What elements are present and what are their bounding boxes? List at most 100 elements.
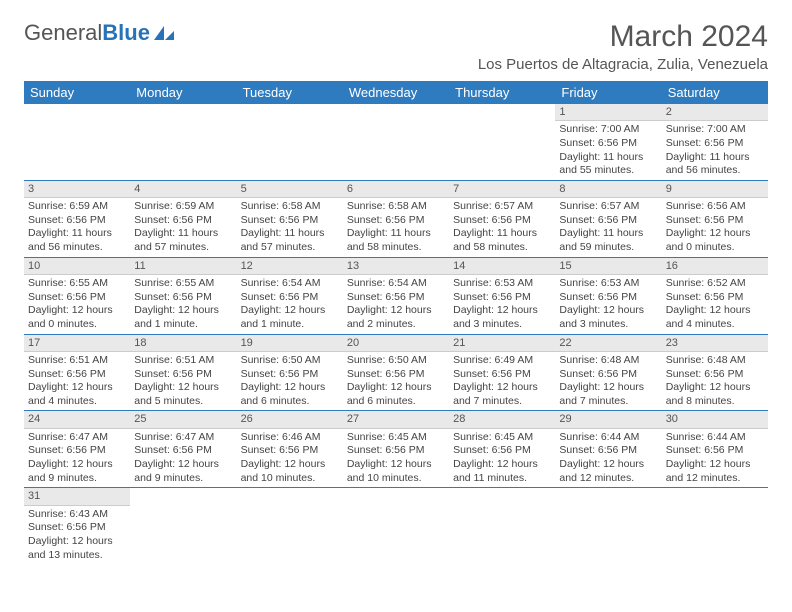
day-cell: 2Sunrise: 7:00 AMSunset: 6:56 PMDaylight… bbox=[662, 104, 768, 180]
day-body: Sunrise: 6:54 AMSunset: 6:56 PMDaylight:… bbox=[343, 275, 449, 334]
day-cell: 13Sunrise: 6:54 AMSunset: 6:56 PMDayligh… bbox=[343, 257, 449, 334]
sunrise-text: Sunrise: 6:57 AM bbox=[453, 200, 551, 214]
daylight-text: Daylight: 11 hours bbox=[453, 227, 551, 241]
sunrise-text: Sunrise: 6:52 AM bbox=[666, 277, 764, 291]
day-number: 29 bbox=[555, 411, 661, 428]
sunrise-text: Sunrise: 6:47 AM bbox=[134, 431, 232, 445]
sunrise-text: Sunrise: 6:45 AM bbox=[453, 431, 551, 445]
daylight-text: Daylight: 12 hours bbox=[28, 535, 126, 549]
weekday-header: Sunday bbox=[24, 81, 130, 104]
logo: GeneralBlue bbox=[24, 20, 176, 46]
calendar-row: 17Sunrise: 6:51 AMSunset: 6:56 PMDayligh… bbox=[24, 334, 768, 411]
sunrise-text: Sunrise: 6:45 AM bbox=[347, 431, 445, 445]
sunset-text: Sunset: 6:56 PM bbox=[28, 214, 126, 228]
day-body: Sunrise: 6:50 AMSunset: 6:56 PMDaylight:… bbox=[237, 352, 343, 411]
daylight-text: and 1 minute. bbox=[241, 318, 339, 332]
sunset-text: Sunset: 6:56 PM bbox=[347, 368, 445, 382]
location: Los Puertos de Altagracia, Zulia, Venezu… bbox=[478, 56, 768, 73]
calendar-row: 10Sunrise: 6:55 AMSunset: 6:56 PMDayligh… bbox=[24, 257, 768, 334]
day-cell: 10 Sunrise: 6:55 AMSunset: 6:56 PMDayligh… bbox=[24, 257, 130, 334]
day-number: 6 bbox=[343, 181, 449, 198]
daylight-text: Daylight: 12 hours bbox=[28, 304, 126, 318]
day-number: 4 bbox=[130, 181, 236, 198]
day-cell: 17 Sunrise: 6:51 AMSunset: 6:56 PMDayligh… bbox=[24, 334, 130, 411]
sunset-text: Sunset: 6:56 PM bbox=[134, 291, 232, 305]
daylight-text: and 9 minutes. bbox=[28, 472, 126, 486]
daylight-text: Daylight: 12 hours bbox=[347, 381, 445, 395]
sunrise-text: Sunrise: 6:57 AM bbox=[559, 200, 657, 214]
day-body: Sunrise: 6:49 AMSunset: 6:56 PMDaylight:… bbox=[449, 352, 555, 411]
sunrise-text: Sunrise: 6:55 AM bbox=[28, 277, 126, 291]
sunrise-text: Sunrise: 6:54 AM bbox=[347, 277, 445, 291]
daylight-text: Daylight: 12 hours bbox=[134, 458, 232, 472]
sunset-text: Sunset: 6:56 PM bbox=[559, 291, 657, 305]
day-cell: 19Sunrise: 6:50 AMSunset: 6:56 PMDayligh… bbox=[237, 334, 343, 411]
sunset-text: Sunset: 6:56 PM bbox=[666, 444, 764, 458]
daylight-text: Daylight: 12 hours bbox=[559, 381, 657, 395]
sunrise-text: Sunrise: 6:51 AM bbox=[134, 354, 232, 368]
sunset-text: Sunset: 6:56 PM bbox=[28, 444, 126, 458]
sunset-text: Sunset: 6:56 PM bbox=[453, 291, 551, 305]
day-number: 23 bbox=[662, 335, 768, 352]
day-body: Sunrise: 6:59 AMSunset: 6:56 PMDaylight:… bbox=[24, 198, 130, 257]
day-cell: 18Sunrise: 6:51 AMSunset: 6:56 PMDayligh… bbox=[130, 334, 236, 411]
day-number: 5 bbox=[237, 181, 343, 198]
day-cell: 28Sunrise: 6:45 AMSunset: 6:56 PMDayligh… bbox=[449, 411, 555, 488]
empty-cell bbox=[343, 104, 449, 180]
day-number: 9 bbox=[662, 181, 768, 198]
day-cell: 9Sunrise: 6:56 AMSunset: 6:56 PMDaylight… bbox=[662, 180, 768, 257]
sunset-text: Sunset: 6:56 PM bbox=[559, 368, 657, 382]
daylight-text: and 55 minutes. bbox=[559, 164, 657, 178]
title-block: March 2024 Los Puertos de Altagracia, Zu… bbox=[478, 20, 768, 73]
day-number: 21 bbox=[449, 335, 555, 352]
weekday-header: Tuesday bbox=[237, 81, 343, 104]
sunrise-text: Sunrise: 6:44 AM bbox=[666, 431, 764, 445]
day-cell: 22Sunrise: 6:48 AMSunset: 6:56 PMDayligh… bbox=[555, 334, 661, 411]
daylight-text: and 12 minutes. bbox=[559, 472, 657, 486]
sunrise-text: Sunrise: 6:55 AM bbox=[134, 277, 232, 291]
day-number: 15 bbox=[555, 258, 661, 275]
day-body: Sunrise: 6:45 AMSunset: 6:56 PMDaylight:… bbox=[449, 429, 555, 488]
day-body: Sunrise: 6:54 AMSunset: 6:56 PMDaylight:… bbox=[237, 275, 343, 334]
daylight-text: Daylight: 12 hours bbox=[28, 458, 126, 472]
sunrise-text: Sunrise: 6:51 AM bbox=[28, 354, 126, 368]
day-body: Sunrise: 6:58 AMSunset: 6:56 PMDaylight:… bbox=[343, 198, 449, 257]
day-number: 12 bbox=[237, 258, 343, 275]
daylight-text: Daylight: 12 hours bbox=[28, 381, 126, 395]
sunrise-text: Sunrise: 6:53 AM bbox=[453, 277, 551, 291]
calendar-head: SundayMondayTuesdayWednesdayThursdayFrid… bbox=[24, 81, 768, 104]
sunrise-text: Sunrise: 6:44 AM bbox=[559, 431, 657, 445]
daylight-text: and 10 minutes. bbox=[241, 472, 339, 486]
day-body: Sunrise: 6:55 AMSunset: 6:56 PMDaylight:… bbox=[130, 275, 236, 334]
day-number: 10 bbox=[24, 258, 130, 275]
daylight-text: and 58 minutes. bbox=[453, 241, 551, 255]
empty-cell bbox=[449, 488, 555, 564]
empty-cell bbox=[24, 104, 130, 180]
logo-text-general: General bbox=[24, 20, 102, 46]
day-cell: 12Sunrise: 6:54 AMSunset: 6:56 PMDayligh… bbox=[237, 257, 343, 334]
sunrise-text: Sunrise: 6:50 AM bbox=[241, 354, 339, 368]
day-number: 13 bbox=[343, 258, 449, 275]
empty-cell bbox=[130, 104, 236, 180]
day-number: 17 bbox=[24, 335, 130, 352]
daylight-text: and 58 minutes. bbox=[347, 241, 445, 255]
daylight-text: Daylight: 12 hours bbox=[453, 381, 551, 395]
daylight-text: and 11 minutes. bbox=[453, 472, 551, 486]
day-number: 11 bbox=[130, 258, 236, 275]
day-cell: 1Sunrise: 7:00 AMSunset: 6:56 PMDaylight… bbox=[555, 104, 661, 180]
sunset-text: Sunset: 6:56 PM bbox=[28, 291, 126, 305]
sunrise-text: Sunrise: 6:48 AM bbox=[559, 354, 657, 368]
day-number: 7 bbox=[449, 181, 555, 198]
day-body: Sunrise: 6:47 AMSunset: 6:56 PMDaylight:… bbox=[130, 429, 236, 488]
sunset-text: Sunset: 6:56 PM bbox=[453, 444, 551, 458]
day-cell: 6Sunrise: 6:58 AMSunset: 6:56 PMDaylight… bbox=[343, 180, 449, 257]
sunset-text: Sunset: 6:56 PM bbox=[28, 368, 126, 382]
sunrise-text: Sunrise: 6:56 AM bbox=[666, 200, 764, 214]
day-body: Sunrise: 6:43 AMSunset: 6:56 PMDaylight:… bbox=[24, 506, 130, 565]
sunrise-text: Sunrise: 6:58 AM bbox=[241, 200, 339, 214]
daylight-text: Daylight: 12 hours bbox=[134, 381, 232, 395]
empty-cell bbox=[343, 488, 449, 564]
weekday-header: Saturday bbox=[662, 81, 768, 104]
daylight-text: Daylight: 11 hours bbox=[28, 227, 126, 241]
day-cell: 5Sunrise: 6:58 AMSunset: 6:56 PMDaylight… bbox=[237, 180, 343, 257]
